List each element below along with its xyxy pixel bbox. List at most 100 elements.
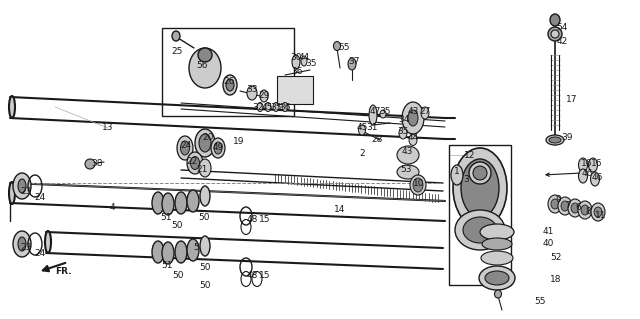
Ellipse shape bbox=[453, 148, 507, 228]
Text: 44: 44 bbox=[298, 53, 310, 62]
Ellipse shape bbox=[421, 107, 429, 119]
Ellipse shape bbox=[550, 14, 560, 26]
Text: 49: 49 bbox=[212, 144, 224, 152]
Ellipse shape bbox=[348, 58, 356, 70]
Ellipse shape bbox=[380, 110, 386, 118]
Text: 8: 8 bbox=[585, 207, 591, 217]
Ellipse shape bbox=[211, 138, 225, 158]
Ellipse shape bbox=[481, 251, 513, 265]
Text: 51: 51 bbox=[160, 212, 172, 221]
Text: 51: 51 bbox=[161, 261, 173, 270]
Ellipse shape bbox=[571, 203, 579, 213]
Text: 12: 12 bbox=[464, 151, 476, 160]
Text: 33: 33 bbox=[246, 85, 258, 93]
Ellipse shape bbox=[273, 102, 279, 112]
Ellipse shape bbox=[413, 178, 423, 192]
Text: 31: 31 bbox=[366, 123, 378, 132]
Text: 45: 45 bbox=[356, 123, 368, 132]
Ellipse shape bbox=[579, 158, 588, 172]
Ellipse shape bbox=[198, 48, 212, 62]
Text: 46: 46 bbox=[591, 174, 603, 182]
Ellipse shape bbox=[260, 90, 268, 102]
Text: 16: 16 bbox=[591, 159, 603, 167]
Ellipse shape bbox=[282, 102, 288, 112]
Ellipse shape bbox=[463, 217, 497, 243]
Ellipse shape bbox=[172, 31, 180, 41]
Ellipse shape bbox=[548, 195, 562, 213]
Text: 35: 35 bbox=[305, 60, 317, 69]
Text: 28: 28 bbox=[371, 135, 383, 144]
Ellipse shape bbox=[187, 239, 199, 261]
Ellipse shape bbox=[13, 231, 31, 257]
Ellipse shape bbox=[177, 136, 193, 160]
Ellipse shape bbox=[591, 203, 605, 221]
Text: 40: 40 bbox=[542, 240, 554, 249]
Text: 48: 48 bbox=[246, 271, 258, 279]
Text: 9: 9 bbox=[555, 196, 561, 204]
Text: 37: 37 bbox=[348, 57, 360, 66]
Text: 35: 35 bbox=[270, 102, 282, 112]
Ellipse shape bbox=[9, 182, 15, 204]
Ellipse shape bbox=[175, 241, 187, 263]
Ellipse shape bbox=[199, 134, 211, 152]
Text: 50: 50 bbox=[172, 271, 184, 279]
Text: 47: 47 bbox=[369, 107, 381, 115]
Ellipse shape bbox=[548, 27, 562, 41]
Ellipse shape bbox=[485, 271, 509, 285]
Ellipse shape bbox=[546, 135, 564, 145]
Text: 21: 21 bbox=[196, 165, 208, 174]
Text: 30: 30 bbox=[291, 53, 301, 62]
Ellipse shape bbox=[85, 159, 95, 169]
Ellipse shape bbox=[214, 142, 222, 154]
Text: 18: 18 bbox=[550, 275, 562, 284]
Text: 53: 53 bbox=[400, 166, 412, 174]
Text: 35: 35 bbox=[380, 107, 391, 115]
Text: 25: 25 bbox=[172, 48, 182, 56]
Ellipse shape bbox=[162, 193, 174, 215]
Ellipse shape bbox=[451, 165, 463, 185]
Ellipse shape bbox=[199, 159, 211, 177]
Text: 13: 13 bbox=[102, 123, 114, 132]
Text: 23: 23 bbox=[20, 188, 32, 197]
Ellipse shape bbox=[455, 210, 505, 250]
Text: 50: 50 bbox=[199, 280, 211, 290]
Text: 20: 20 bbox=[202, 133, 214, 143]
Ellipse shape bbox=[551, 30, 559, 38]
Ellipse shape bbox=[480, 224, 514, 240]
Text: 10: 10 bbox=[413, 179, 425, 188]
Ellipse shape bbox=[223, 75, 237, 95]
Text: 11: 11 bbox=[595, 211, 607, 219]
Text: 7: 7 bbox=[565, 201, 571, 210]
Text: 26: 26 bbox=[223, 78, 235, 86]
Ellipse shape bbox=[473, 166, 487, 180]
Text: 50: 50 bbox=[199, 263, 211, 271]
Text: 43: 43 bbox=[401, 147, 413, 157]
Ellipse shape bbox=[13, 173, 31, 199]
Ellipse shape bbox=[191, 157, 200, 169]
Text: 19: 19 bbox=[233, 137, 244, 145]
Text: 55: 55 bbox=[534, 298, 546, 307]
Text: 4: 4 bbox=[109, 203, 115, 211]
Text: 41: 41 bbox=[542, 226, 554, 235]
Ellipse shape bbox=[594, 207, 602, 217]
Text: 32: 32 bbox=[252, 102, 264, 112]
Text: 27: 27 bbox=[419, 107, 431, 115]
Bar bbox=[449, 145, 511, 285]
Text: 52: 52 bbox=[550, 254, 562, 263]
Text: 54: 54 bbox=[556, 24, 568, 33]
Text: 42: 42 bbox=[556, 38, 568, 47]
Ellipse shape bbox=[479, 266, 515, 290]
Ellipse shape bbox=[558, 197, 572, 215]
Text: 50: 50 bbox=[172, 221, 183, 231]
Ellipse shape bbox=[200, 186, 210, 206]
Text: 50: 50 bbox=[198, 213, 210, 222]
Text: 5: 5 bbox=[193, 243, 199, 253]
Ellipse shape bbox=[399, 127, 407, 139]
Text: 36: 36 bbox=[291, 68, 303, 77]
Text: 3: 3 bbox=[463, 174, 469, 183]
Text: 48: 48 bbox=[246, 216, 258, 225]
Ellipse shape bbox=[200, 236, 210, 256]
Ellipse shape bbox=[189, 48, 221, 88]
Bar bbox=[162, 28, 294, 116]
Ellipse shape bbox=[18, 237, 26, 251]
